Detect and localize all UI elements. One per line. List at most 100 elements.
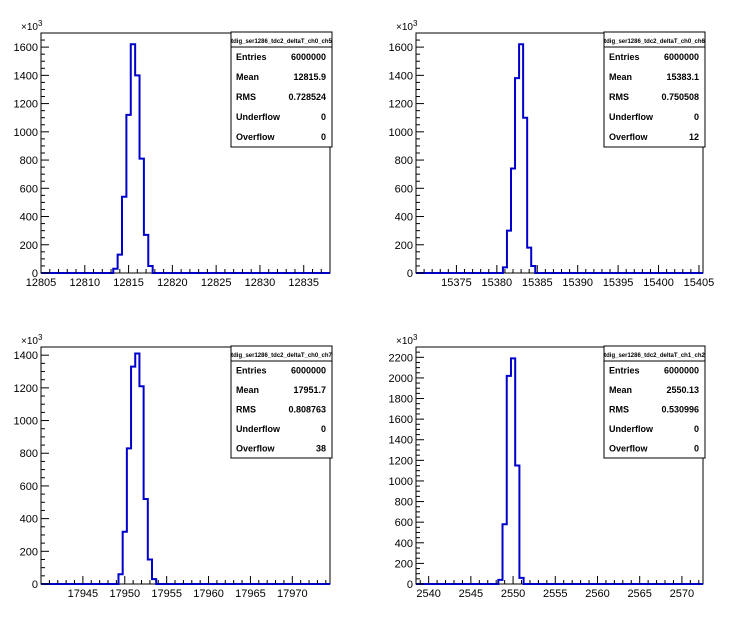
stats-value: 6000000 <box>291 366 326 376</box>
histogram-bin <box>135 75 139 273</box>
stats-label: Entries <box>236 52 267 62</box>
histogram-outline <box>416 43 703 274</box>
stats-label: Overflow <box>609 132 649 142</box>
stats-label: Entries <box>609 366 640 376</box>
histogram-bin <box>131 367 135 584</box>
y-axis-exponent: ×103 <box>21 333 43 347</box>
y-tick-label: 0 <box>32 268 38 280</box>
stats-title: tdig_ser1286_tdc2_deltaT_ch0_ch7 <box>231 353 332 359</box>
y-tick-label: 200 <box>395 240 413 252</box>
x-tick-label: 2560 <box>585 588 609 600</box>
histogram-outline <box>41 43 330 274</box>
stats-label: Mean <box>236 385 259 395</box>
x-tick-label: 12805 <box>26 277 57 289</box>
stats-title: tdig_ser1286_tdc2_deltaT_ch1_ch2 <box>604 353 705 359</box>
histogram-bin <box>140 159 144 273</box>
y-tick-label: 600 <box>20 183 38 195</box>
stats-value: 0 <box>321 112 326 122</box>
x-tick-label: 2550 <box>501 588 525 600</box>
histogram-bin <box>144 499 148 584</box>
y-tick-label: 800 <box>395 155 413 167</box>
y-tick-label: 200 <box>395 558 413 570</box>
stats-label: Overflow <box>236 132 276 142</box>
histogram-bin <box>507 376 511 584</box>
histogram-bin <box>515 78 519 273</box>
x-tick-label: 2570 <box>670 588 694 600</box>
y-tick-label: 1600 <box>389 414 413 426</box>
stats-value: 6000000 <box>664 366 699 376</box>
y-tick-label: 1400 <box>14 350 38 362</box>
histogram-outline <box>416 357 703 585</box>
histogram-bin <box>135 354 139 584</box>
x-tick-label: 15375 <box>441 277 472 289</box>
x-tick-label: 2555 <box>543 588 567 600</box>
stats-value: 6000000 <box>291 52 326 62</box>
x-tick-label: 17945 <box>68 588 99 600</box>
histogram-bin <box>531 266 535 273</box>
x-tick-label: 17950 <box>109 588 140 600</box>
y-tick-label: 400 <box>395 538 413 550</box>
histogram-bin <box>122 197 126 273</box>
histogram-bin <box>515 466 519 585</box>
histogram-bin <box>144 235 148 273</box>
x-tick-label: 17960 <box>193 588 224 600</box>
stats-label: RMS <box>236 92 256 102</box>
histogram-bin <box>523 118 527 273</box>
y-tick-label: 0 <box>407 579 413 591</box>
y-tick-label: 600 <box>20 481 38 493</box>
stats-value: 38 <box>316 443 326 453</box>
x-tick-label: 15405 <box>684 277 715 289</box>
y-tick-label: 400 <box>20 212 38 224</box>
stats-value: 0 <box>321 424 326 434</box>
y-tick-label: 1200 <box>14 383 38 395</box>
x-tick-label: 15380 <box>482 277 513 289</box>
y-tick-label: 2200 <box>389 352 413 364</box>
y-tick-label: 1400 <box>389 70 413 82</box>
y-tick-label: 1400 <box>389 435 413 447</box>
y-axis-exponent: ×103 <box>396 333 418 347</box>
stats-label: Entries <box>236 366 267 376</box>
x-tick-label: 15390 <box>562 277 593 289</box>
stats-label: Entries <box>609 52 640 62</box>
y-tick-label: 1000 <box>389 127 413 139</box>
histogram-bin <box>152 579 156 584</box>
histogram-bin <box>118 574 122 584</box>
y-tick-label: 1600 <box>389 42 413 54</box>
x-tick-label: 17955 <box>151 588 182 600</box>
stats-value: 2550.13 <box>666 385 699 395</box>
histogram-outline <box>41 352 330 585</box>
stats-title: tdig_ser1286_tdc2_deltaT_ch0_ch6 <box>604 39 705 45</box>
histogram-bin <box>503 524 507 584</box>
x-tick-label: 12820 <box>157 277 188 289</box>
histogram-panel-ch1-ch2: 2540 2545 2550 2555 2560 2565 2570 0 200 400 600 80… <box>389 333 706 600</box>
x-tick-label: 12825 <box>201 277 232 289</box>
x-tick-label: 15400 <box>643 277 674 289</box>
y-tick-label: 1000 <box>14 127 38 139</box>
y-tick-label: 1200 <box>14 99 38 111</box>
stats-value: 0 <box>321 132 326 142</box>
stats-value: 0 <box>694 443 699 453</box>
y-tick-label: 1000 <box>14 416 38 428</box>
x-tick-label: 17965 <box>235 588 266 600</box>
y-tick-label: 1200 <box>389 99 413 111</box>
stats-value: 0.750508 <box>661 92 699 102</box>
stats-label: Overflow <box>236 443 276 453</box>
stats-value: 17951.7 <box>293 385 326 395</box>
x-tick-label: 15385 <box>522 277 553 289</box>
histogram-bin <box>511 358 515 584</box>
x-tick-label: 17970 <box>277 588 308 600</box>
y-tick-label: 800 <box>395 497 413 509</box>
x-tick-label: 2540 <box>416 588 440 600</box>
y-tick-label: 800 <box>20 448 38 460</box>
histogram-bin <box>511 169 515 273</box>
x-tick-label: 15395 <box>603 277 634 289</box>
histogram-bin <box>148 266 152 273</box>
histogram-bin <box>519 44 523 273</box>
stats-box: tdig_ser1286_tdc2_deltaT_ch0_ch5 Entries 6… <box>230 31 333 148</box>
x-tick-label: 12835 <box>288 277 319 289</box>
stats-value: 0.728524 <box>288 92 326 102</box>
stats-label: Underflow <box>609 424 654 434</box>
stats-box: tdig_ser1286_tdc2_deltaT_ch0_ch7 Entries 6… <box>230 345 333 459</box>
x-tick-label: 12810 <box>69 277 100 289</box>
